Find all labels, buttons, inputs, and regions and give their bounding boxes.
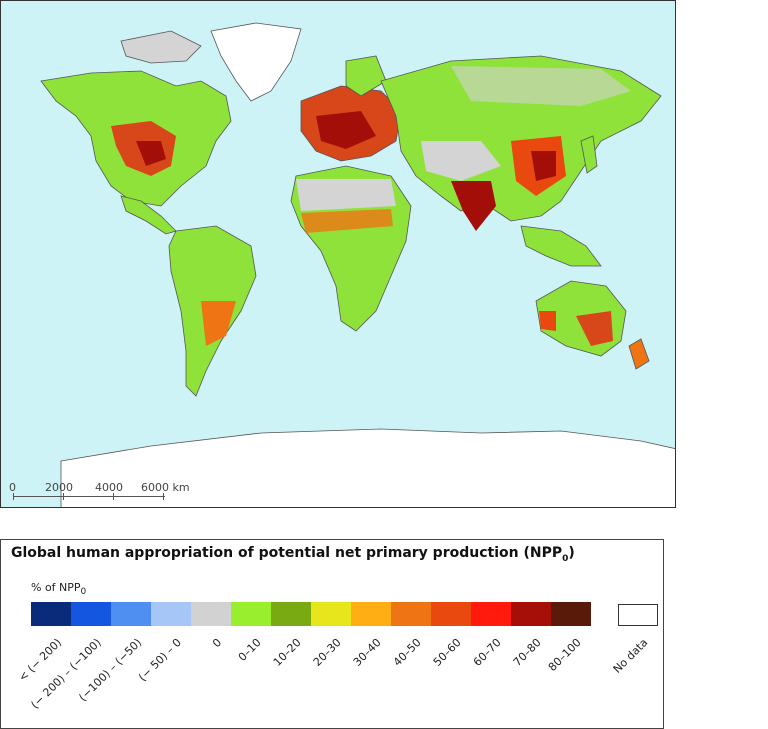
scale-bar-tick [163, 493, 164, 500]
region-siberia [451, 66, 631, 106]
landmass-arctic-islands [120, 30, 202, 64]
legend-swatch [471, 602, 511, 626]
region-east-china [531, 151, 556, 181]
legend-swatch [31, 602, 71, 626]
landmass-japan [580, 135, 598, 174]
legend-title-close: ) [568, 545, 575, 561]
legend-unit-text: % of NPP [31, 581, 81, 594]
world-map: 0 2000 4000 6000 km [0, 0, 676, 508]
region-sahel [301, 209, 393, 233]
legend-label: 20–30 [310, 636, 344, 669]
region-europe-core [316, 111, 376, 149]
scale-bar-label: 2000 [45, 481, 73, 494]
legend-title-text: Global human appropriation of potential … [11, 545, 563, 561]
scale-bar-tick [63, 493, 64, 500]
legend-swatch [271, 602, 311, 626]
landmass-new-zealand [628, 338, 650, 370]
legend-unit-subscript: 0 [80, 587, 87, 598]
region-australia-southwest [539, 311, 556, 331]
scale-bar-tick [113, 493, 114, 500]
region-south-america-south [201, 301, 236, 346]
scale-bar-line [13, 496, 165, 497]
landmass-southeast-asia [520, 225, 602, 267]
legend-label: 40–50 [390, 636, 424, 669]
legend-swatch-no-data [618, 604, 658, 626]
legend-swatch [151, 602, 191, 626]
region-central-asia [421, 141, 501, 181]
map-canvas [40, 22, 675, 507]
region-us-corebelt [136, 141, 166, 166]
scale-bar-label: 6000 km [141, 481, 190, 494]
legend-swatch [431, 602, 471, 626]
legend-label: 0 [210, 636, 225, 651]
legend-swatch [191, 602, 231, 626]
legend-swatch [311, 602, 351, 626]
landmass-antarctica [60, 428, 675, 507]
legend-label: 60–70 [470, 636, 504, 669]
legend-label: 0–10 [235, 636, 264, 664]
legend-swatch [71, 602, 111, 626]
scale-bar-tick [13, 493, 14, 500]
legend-unit: % of NPP0 [31, 581, 86, 597]
legend-label: 70–80 [510, 636, 544, 669]
region-australia-east [576, 311, 613, 346]
landmass-scandinavia [345, 55, 387, 97]
legend-swatch [231, 602, 271, 626]
scale-bar-label: 0 [9, 481, 16, 494]
scale-bar: 0 2000 4000 6000 km [9, 481, 190, 507]
legend-label: 80–100 [545, 636, 584, 674]
landmass-central-america [120, 195, 177, 235]
legend-label: 50–60 [430, 636, 464, 669]
legend-label: 10–20 [270, 636, 304, 669]
legend-swatch [351, 602, 391, 626]
scale-bar-label: 4000 [95, 481, 123, 494]
legend-label: 30–40 [350, 636, 384, 669]
legend-label: (− 200) – (−100) [28, 636, 104, 712]
region-india [451, 181, 496, 231]
legend-title: Global human appropriation of potential … [11, 545, 575, 564]
landmass-greenland [210, 22, 302, 102]
legend-swatch [551, 602, 591, 626]
legend-swatch [391, 602, 431, 626]
region-sahara [296, 179, 396, 211]
legend-label-no-data: No data [610, 636, 651, 676]
legend-swatch [511, 602, 551, 626]
legend-title-subscript: 0 [562, 553, 569, 564]
map-legend: Global human appropriation of potential … [0, 539, 664, 729]
legend-swatch [111, 602, 151, 626]
